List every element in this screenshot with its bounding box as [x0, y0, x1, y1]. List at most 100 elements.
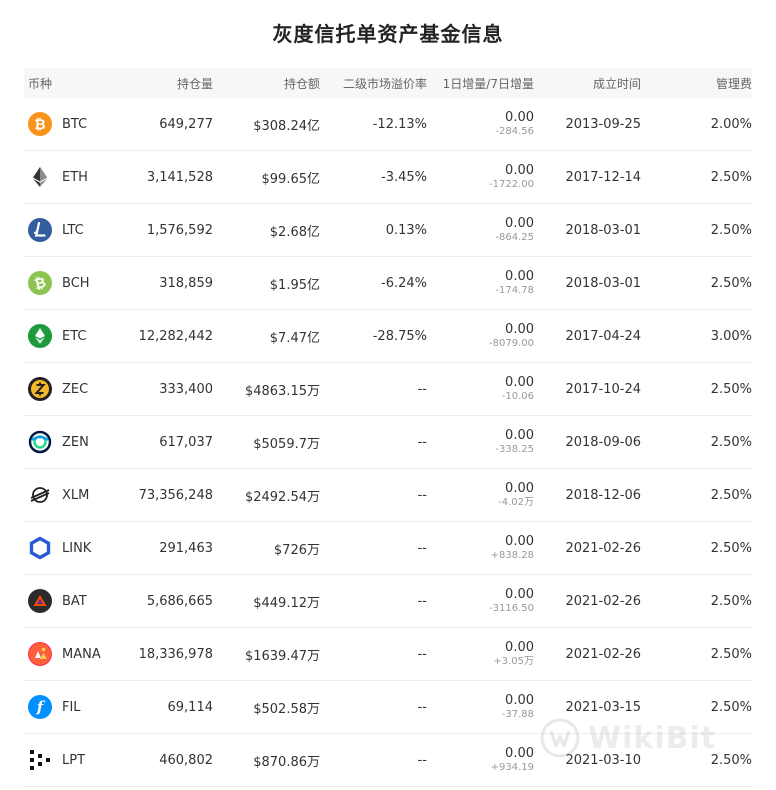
- fee-cell: 3.00%: [710, 328, 752, 344]
- increase-cell: 0.00 -1722.00: [427, 163, 534, 192]
- bch-icon: ₿: [24, 271, 62, 295]
- table-row[interactable]: LINK 291,463 $726万 -- 0.00 +838.28 2021-02-26 2…: [24, 522, 752, 575]
- increase-cell: 0.00 -338.25: [427, 428, 534, 457]
- coin-cell: LINK: [24, 536, 108, 560]
- coin-symbol: XLM: [62, 487, 90, 503]
- coin-cell: ETC: [24, 324, 108, 348]
- holdings-cell: 333,400: [159, 381, 213, 397]
- fee-cell: 2.50%: [710, 434, 752, 450]
- value-cell: $99.65亿: [261, 171, 321, 187]
- table-row[interactable]: XLM 73,356,248 $2492.54万 -- 0.00 -4.02万 2018-1…: [24, 469, 752, 522]
- table-row[interactable]: BAT 5,686,665 $449.12万 -- 0.00 -3116.50 2021-0…: [24, 575, 752, 628]
- table-row[interactable]: MANA 18,336,978 $1639.47万 -- 0.00 +3.05万 2021-…: [24, 628, 752, 681]
- value-cell: $2492.54万: [244, 489, 320, 505]
- bat-icon: [24, 589, 62, 613]
- holdings-cell: 69,114: [167, 699, 214, 715]
- table-row[interactable]: LPT 460,802 $870.86万 -- 0.00 +934.19 2021-03-1…: [24, 734, 752, 787]
- page-title: 灰度信托单资产基金信息: [272, 22, 504, 46]
- coin-symbol: FIL: [62, 699, 81, 715]
- increase-1d: 0.00: [505, 268, 534, 284]
- table-row[interactable]: f FIL 69,114 $502.58万 -- 0.00 -37.88 2021-03-15…: [24, 681, 752, 734]
- fee-cell: 2.00%: [710, 116, 752, 132]
- fee-cell: 2.50%: [710, 222, 752, 238]
- founded-cell: 2018-03-01: [565, 222, 641, 238]
- etc-icon: [24, 324, 62, 348]
- table-row[interactable]: LTC 1,576,592 $2.68亿 0.13% 0.00 -864.25 2018-0…: [24, 204, 752, 257]
- premium-cell: --: [417, 487, 427, 503]
- table-header: 币种 持仓量 持仓额 二级市场溢价率 1日增量/7日增量 成立时间 管理费: [24, 68, 752, 98]
- premium-cell: --: [417, 434, 427, 450]
- premium-cell: --: [417, 752, 427, 768]
- increase-cell: 0.00 -4.02万: [427, 481, 534, 510]
- increase-7d: +838.28: [490, 549, 534, 561]
- value-cell: $502.58万: [253, 701, 320, 717]
- increase-cell: 0.00 -864.25: [427, 216, 534, 245]
- coin-cell: XLM: [24, 483, 108, 507]
- founded-cell: 2013-09-25: [565, 116, 641, 132]
- coin-symbol: LINK: [62, 540, 92, 556]
- increase-1d: 0.00: [505, 586, 534, 602]
- holdings-cell: 73,356,248: [138, 487, 213, 503]
- fee-cell: 2.50%: [710, 752, 752, 768]
- header-coin: 币种: [28, 76, 53, 91]
- founded-cell: 2018-09-06: [565, 434, 641, 450]
- premium-cell: --: [417, 381, 427, 397]
- coin-symbol: BCH: [62, 275, 90, 291]
- value-cell: $5059.7万: [253, 436, 320, 452]
- coin-cell: ETH: [24, 165, 108, 189]
- holdings-cell: 460,802: [159, 752, 213, 768]
- table-row[interactable]: ₿ BTC 649,277 $308.24亿 -12.13% 0.00 -284.56 201…: [24, 98, 752, 151]
- value-cell: $4863.15万: [244, 383, 320, 399]
- coin-cell: ₿ BTC: [24, 112, 108, 136]
- increase-7d: -338.25: [495, 443, 534, 455]
- increase-cell: 0.00 -10.06: [427, 375, 534, 404]
- header-value: 持仓额: [283, 76, 320, 91]
- table-row[interactable]: ETC 12,282,442 $7.47亿 -28.75% 0.00 -8079.00 20…: [24, 310, 752, 363]
- coin-symbol: ZEN: [62, 434, 89, 450]
- increase-1d: 0.00: [505, 533, 534, 549]
- holdings-cell: 649,277: [159, 116, 213, 132]
- founded-cell: 2021-03-15: [565, 699, 641, 715]
- increase-1d: 0.00: [505, 374, 534, 390]
- fee-cell: 2.50%: [710, 381, 752, 397]
- table-row[interactable]: ETH 3,141,528 $99.65亿 -3.45% 0.00 -1722.00 201…: [24, 151, 752, 204]
- table-row[interactable]: ₿ BCH 318,859 $1.95亿 -6.24% 0.00 -174.78 2018-0…: [24, 257, 752, 310]
- increase-7d: +934.19: [490, 761, 534, 773]
- coin-cell: ₿ BCH: [24, 271, 108, 295]
- increase-7d: -8079.00: [489, 337, 534, 349]
- coin-symbol: ETH: [62, 169, 88, 185]
- increase-1d: 0.00: [505, 162, 534, 178]
- value-cell: $2.68亿: [269, 224, 320, 240]
- increase-cell: 0.00 -174.78: [427, 269, 534, 298]
- founded-cell: 2021-02-26: [565, 646, 641, 662]
- increase-1d: 0.00: [505, 109, 534, 125]
- increase-cell: 0.00 +934.19: [427, 746, 534, 775]
- premium-cell: --: [417, 699, 427, 715]
- increase-cell: 0.00 -8079.00: [427, 322, 534, 351]
- coin-cell: LTC: [24, 218, 108, 242]
- coin-symbol: ZEC: [62, 381, 89, 397]
- increase-7d: -4.02万: [498, 496, 534, 508]
- increase-1d: 0.00: [505, 427, 534, 443]
- coin-cell: ZEC: [24, 377, 108, 401]
- table-row[interactable]: ZEN 617,037 $5059.7万 -- 0.00 -338.25 2018-09-0…: [24, 416, 752, 469]
- increase-1d: 0.00: [505, 215, 534, 231]
- premium-cell: -6.24%: [381, 275, 427, 291]
- founded-cell: 2018-03-01: [565, 275, 641, 291]
- increase-cell: 0.00 +838.28: [427, 534, 534, 563]
- table-row[interactable]: ZEC 333,400 $4863.15万 -- 0.00 -10.06 2017-10-2…: [24, 363, 752, 416]
- fee-cell: 2.50%: [710, 169, 752, 185]
- increase-7d: -864.25: [495, 231, 534, 243]
- coin-symbol: ETC: [62, 328, 87, 344]
- premium-cell: --: [417, 593, 427, 609]
- premium-cell: -12.13%: [372, 116, 427, 132]
- increase-cell: 0.00 -284.56: [427, 110, 534, 139]
- coin-symbol: LTC: [62, 222, 84, 238]
- fil-icon: f: [24, 695, 62, 719]
- fee-cell: 2.50%: [710, 540, 752, 556]
- fund-table: 币种 持仓量 持仓额 二级市场溢价率 1日增量/7日增量 成立时间 管理费 ₿ B…: [24, 68, 752, 787]
- founded-cell: 2017-10-24: [565, 381, 641, 397]
- premium-cell: --: [417, 540, 427, 556]
- founded-cell: 2021-02-26: [565, 540, 641, 556]
- value-cell: $308.24亿: [253, 118, 320, 134]
